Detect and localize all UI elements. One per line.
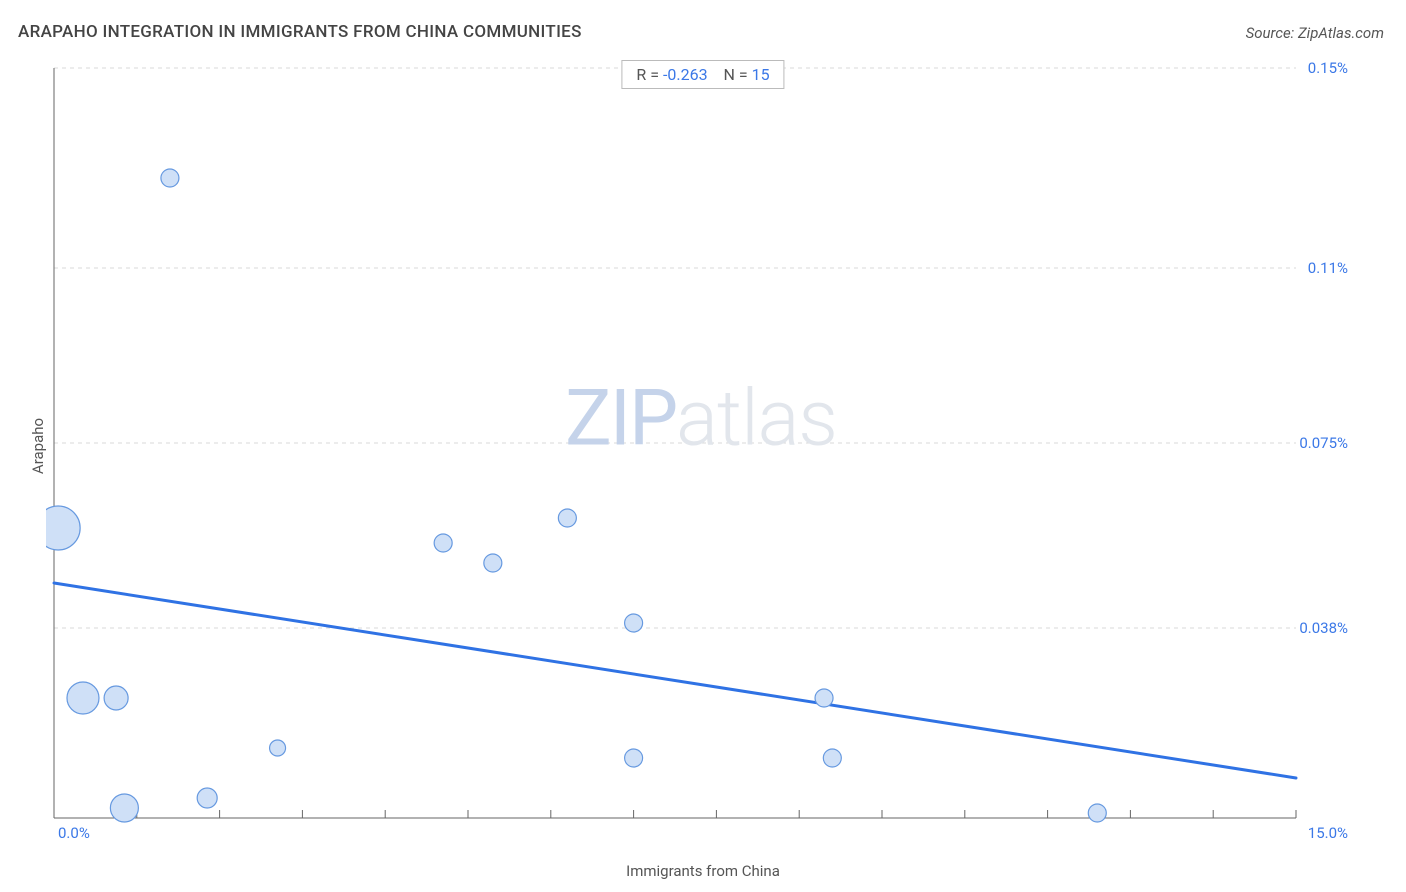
data-point (270, 740, 286, 756)
data-point (625, 749, 643, 767)
svg-text:0.0%: 0.0% (58, 824, 90, 840)
data-point (67, 682, 99, 714)
data-point (110, 794, 138, 822)
n-value: 15 (752, 65, 770, 84)
scatter-plot: ZIPatlas 0.038%0.075%0.11%0.15%0.0%15.0% (46, 60, 1356, 840)
stats-legend: R = -0.263 N = 15 (621, 60, 784, 89)
svg-text:0.038%: 0.038% (1299, 619, 1348, 637)
source-attribution: Source: ZipAtlas.com (1246, 24, 1384, 42)
data-point (197, 788, 217, 808)
chart-title: ARAPAHO INTEGRATION IN IMMIGRANTS FROM C… (18, 22, 582, 42)
data-point (815, 689, 833, 707)
data-point (484, 554, 502, 572)
x-axis-label: Immigrants from China (626, 862, 780, 880)
data-point (625, 614, 643, 632)
svg-text:0.11%: 0.11% (1308, 259, 1348, 277)
svg-text:0.15%: 0.15% (1308, 60, 1348, 77)
data-point (161, 169, 179, 187)
data-point (46, 506, 80, 550)
n-label: N = (723, 65, 747, 84)
data-point (104, 686, 128, 710)
data-point (1088, 804, 1106, 822)
y-axis-label: Arapaho (29, 418, 47, 474)
r-value: -0.263 (663, 65, 708, 84)
svg-text:15.0%: 15.0% (1308, 824, 1348, 840)
r-label: R = (636, 65, 659, 84)
data-point (434, 534, 452, 552)
chart-svg: 0.038% 0.075% 0.11% 0.15% 0.0% 15.0% (46, 60, 1356, 840)
data-point (823, 749, 841, 767)
data-point (558, 509, 576, 527)
svg-text:0.075%: 0.075% (1299, 434, 1348, 452)
